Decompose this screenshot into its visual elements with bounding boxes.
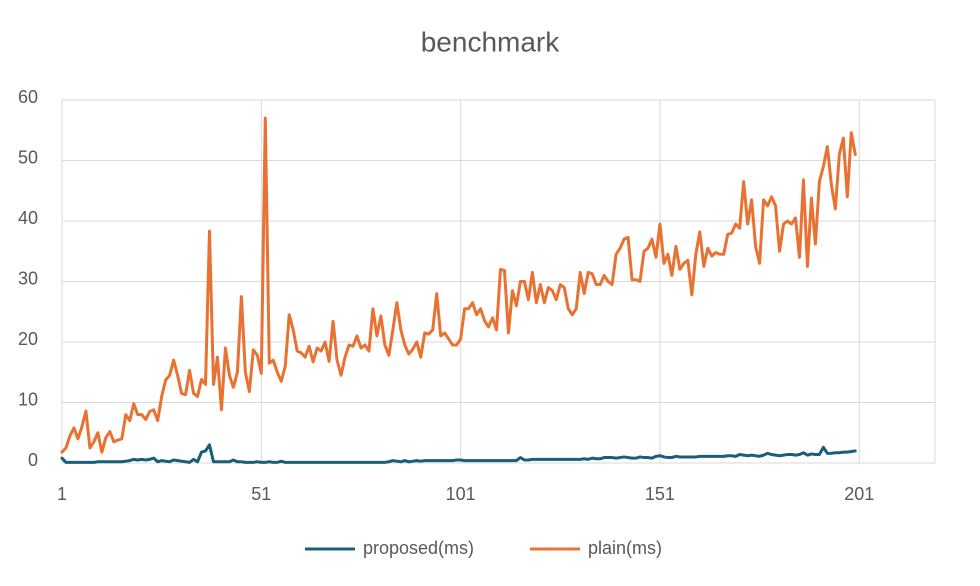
x-tick-label: 51 xyxy=(251,484,271,504)
y-tick-label: 10 xyxy=(18,389,38,409)
x-tick-label: 101 xyxy=(446,484,476,504)
y-tick-label: 30 xyxy=(18,268,38,288)
line-series xyxy=(60,116,857,454)
y-tick-label: 20 xyxy=(18,329,38,349)
y-tick-label: 0 xyxy=(28,450,38,470)
x-tick-label: 201 xyxy=(844,484,874,504)
x-tick-label: 1 xyxy=(57,484,67,504)
y-tick-label: 50 xyxy=(18,147,38,167)
line-series xyxy=(60,443,857,464)
y-tick-label: 60 xyxy=(18,87,38,107)
legend-label: proposed(ms) xyxy=(363,538,474,558)
x-tick-label: 151 xyxy=(645,484,675,504)
legend-label: plain(ms) xyxy=(588,538,662,558)
chart-title: benchmark xyxy=(421,26,561,57)
y-tick-label: 40 xyxy=(18,208,38,228)
